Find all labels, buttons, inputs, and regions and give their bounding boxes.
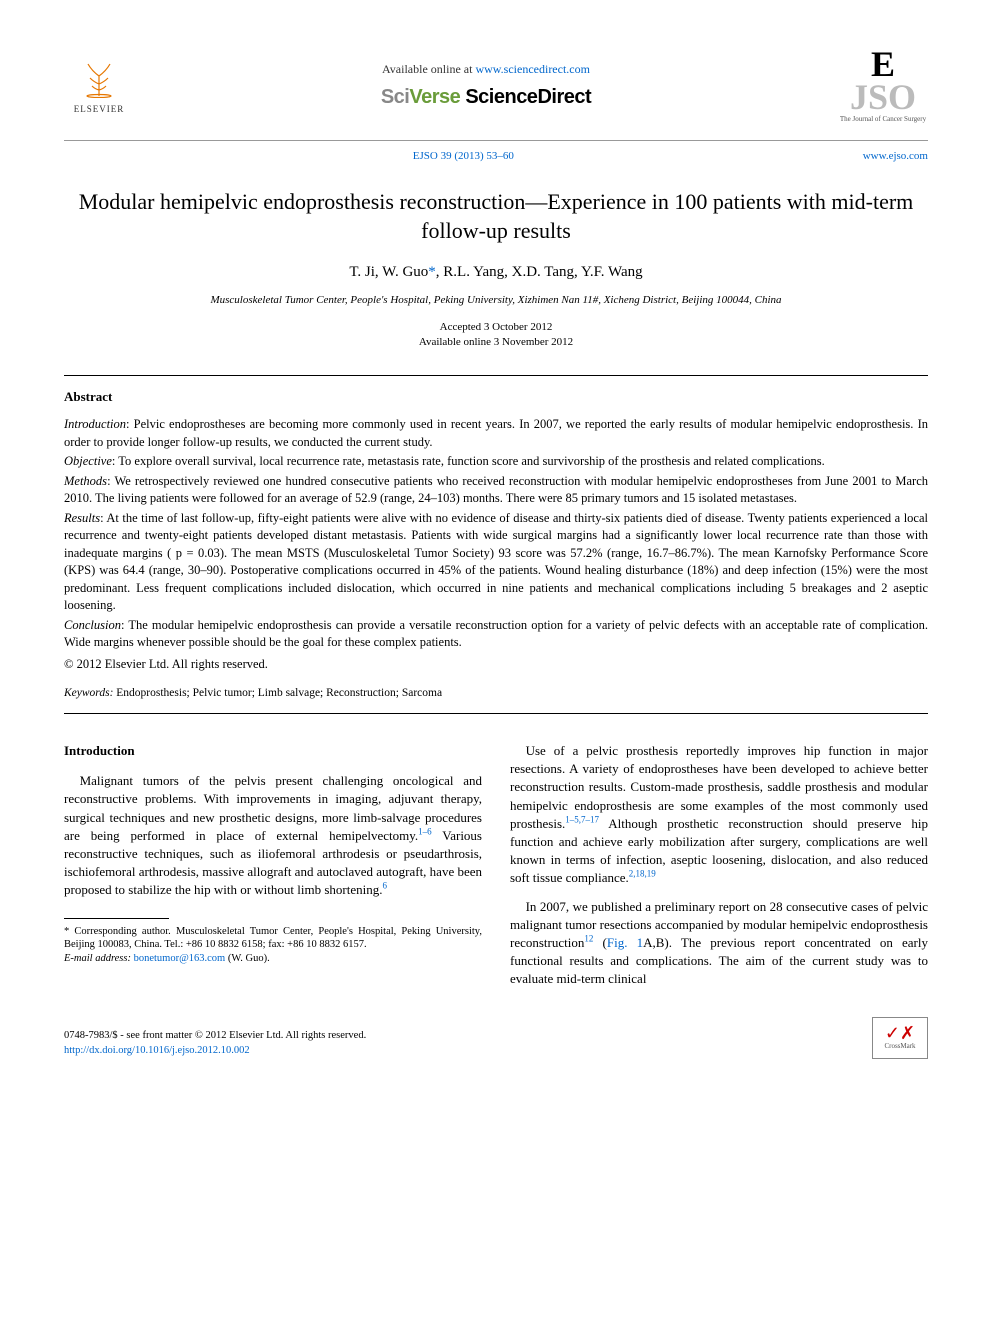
ref-1-6[interactable]: 1–6: [418, 827, 432, 837]
issn-line: 0748-7983/$ - see front matter © 2012 El…: [64, 1029, 872, 1044]
intro-paragraph-3: In 2007, we published a preliminary repo…: [510, 898, 928, 989]
abstract: Abstract Introduction: Pelvic endoprosth…: [64, 388, 928, 701]
keywords: Keywords: Endoprosthesis; Pelvic tumor; …: [64, 685, 928, 701]
elsevier-tree-icon: [64, 56, 134, 103]
body-columns: Introduction Malignant tumors of the pel…: [64, 742, 928, 998]
abstract-conclusion-label: Conclusion: [64, 618, 121, 632]
intro-paragraph-2: Use of a pelvic prosthesis reportedly im…: [510, 742, 928, 888]
accepted-date: Accepted 3 October 2012: [64, 320, 928, 335]
citation[interactable]: EJSO 39 (2013) 53–60: [413, 149, 514, 164]
email-link[interactable]: bonetumor@163.com: [134, 953, 226, 964]
sciencedirect-link[interactable]: www.sciencedirect.com: [475, 62, 590, 76]
crossmark-icon: ✓✗: [885, 1024, 915, 1042]
abstract-copyright: © 2012 Elsevier Ltd. All rights reserved…: [64, 656, 928, 674]
ejso-logo: EJSO The Journal of Cancer Surgery: [838, 48, 928, 124]
abstract-methods-label: Methods: [64, 474, 107, 488]
right-column: Use of a pelvic prosthesis reportedly im…: [510, 742, 928, 998]
abstract-objective-label: Objective: [64, 454, 112, 468]
article-title: Modular hemipelvic endoprosthesis recons…: [64, 188, 928, 245]
abstract-results-label: Results: [64, 511, 100, 525]
page-footer: 0748-7983/$ - see front matter © 2012 El…: [64, 1017, 928, 1059]
article-dates: Accepted 3 October 2012 Available online…: [64, 320, 928, 351]
left-column: Introduction Malignant tumors of the pel…: [64, 742, 482, 998]
introduction-heading: Introduction: [64, 742, 482, 760]
abstract-intro-label: Introduction: [64, 417, 126, 431]
ref-2-18-19[interactable]: 2,18,19: [629, 869, 656, 879]
authors: T. Ji, W. Guo*, R.L. Yang, X.D. Tang, Y.…: [64, 262, 928, 283]
online-date: Available online 3 November 2012: [64, 335, 928, 350]
ejso-subtitle: The Journal of Cancer Surgery: [838, 116, 928, 124]
journal-header: ELSEVIER Available online at www.science…: [64, 48, 928, 141]
ref-6[interactable]: 6: [382, 881, 387, 891]
crossmark-badge[interactable]: ✓✗ CrossMark: [872, 1017, 928, 1059]
corresponding-footnote: * Corresponding author. Musculoskeletal …: [64, 925, 482, 966]
available-online: Available online at www.sciencedirect.co…: [134, 61, 838, 78]
intro-paragraph-1: Malignant tumors of the pelvis present c…: [64, 772, 482, 899]
fig-1-link[interactable]: Fig. 1: [607, 935, 643, 950]
ref-1-5-7-17[interactable]: 1–5,7–17: [565, 815, 599, 825]
ejso-url[interactable]: www.ejso.com: [863, 149, 928, 164]
doi-link[interactable]: http://dx.doi.org/10.1016/j.ejso.2012.10…: [64, 1045, 250, 1056]
corresponding-mark[interactable]: *: [428, 264, 436, 280]
abstract-heading: Abstract: [64, 388, 928, 406]
elsevier-name: ELSEVIER: [64, 103, 134, 116]
elsevier-logo: ELSEVIER: [64, 56, 134, 116]
sciverse-brand: SciVerse ScienceDirect: [134, 83, 838, 111]
affiliation: Musculoskeletal Tumor Center, People's H…: [64, 293, 928, 308]
citation-row: EJSO 39 (2013) 53–60 www.ejso.com: [64, 149, 928, 164]
